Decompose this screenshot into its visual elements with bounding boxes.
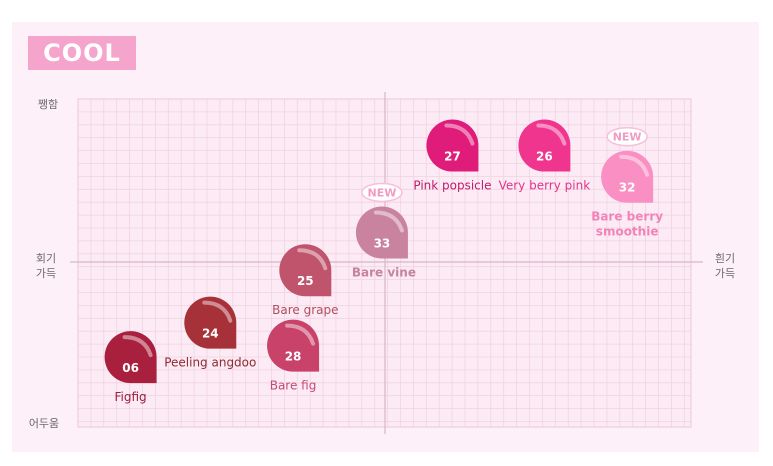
swatch-drop [518,119,571,172]
shade-point-25: 25 Bare grape [272,244,338,317]
axes [70,92,703,434]
swatch-gloss [122,335,153,358]
shade-number: 25 [297,274,314,288]
shade-number: 28 [285,350,302,364]
shade-name: Very berry pink [499,179,591,193]
axis-label-right: 흰기 가득 [715,252,735,280]
shade-name: Peeling angdoo [164,356,256,370]
shade-point-33: 33 NEW Bare vine [352,182,416,279]
axis-label-top: 쨍함 [38,98,58,111]
cool-badge: COOL [28,36,136,70]
swatch-drop [355,206,408,259]
shade-number: 32 [619,181,636,195]
swatch-drop [279,244,332,297]
shade-name: Bare berry smoothie [591,210,663,239]
shade-number: 06 [122,361,139,375]
shade-name: Bare grape [272,303,338,317]
shade-number: 27 [444,150,461,164]
swatch-drop [426,119,479,172]
shade-number: 24 [202,327,219,341]
shade-number: 26 [536,150,553,164]
shade-point-24: 24 Peeling angdoo [164,296,256,370]
new-tag [606,126,648,147]
swatch-gloss [285,323,316,346]
swatch-drop [601,150,654,203]
shade-point-26: 26 Very berry pink [499,119,591,193]
shade-number: 33 [374,236,391,250]
swatch-gloss [444,123,475,146]
shade-name: Bare vine [352,265,416,279]
swatch-gloss [619,154,650,177]
swatch-gloss [202,300,233,323]
shade-point-27: 27 Pink popsicle [413,119,492,193]
shade-point-28: 28 Bare fig [267,319,320,393]
shade-name: Bare fig [270,379,317,393]
swatch-drop [184,296,237,349]
shade-points: 06 Figfig 24 Peeling angdoo 28 Bare fig 25 Bare… [104,119,663,404]
swatch-gloss [297,248,328,271]
swatch-gloss [536,123,567,146]
axis-label-left: 회기 가득 [36,252,56,280]
axis-label-bottom: 어두움 [29,417,59,430]
swatch-gloss [373,210,404,233]
shade-name: Pink popsicle [413,179,491,193]
swatch-drop [104,331,157,384]
swatch-drop [267,319,320,372]
shade-name: Figfig [115,390,147,404]
new-tag [361,182,403,203]
new-tag-text: NEW [368,186,397,199]
shade-point-06: 06 Figfig [104,331,157,404]
new-tag-text: NEW [613,131,642,144]
shade-point-32: 32 NEW Bare berry smoothie [591,126,663,239]
